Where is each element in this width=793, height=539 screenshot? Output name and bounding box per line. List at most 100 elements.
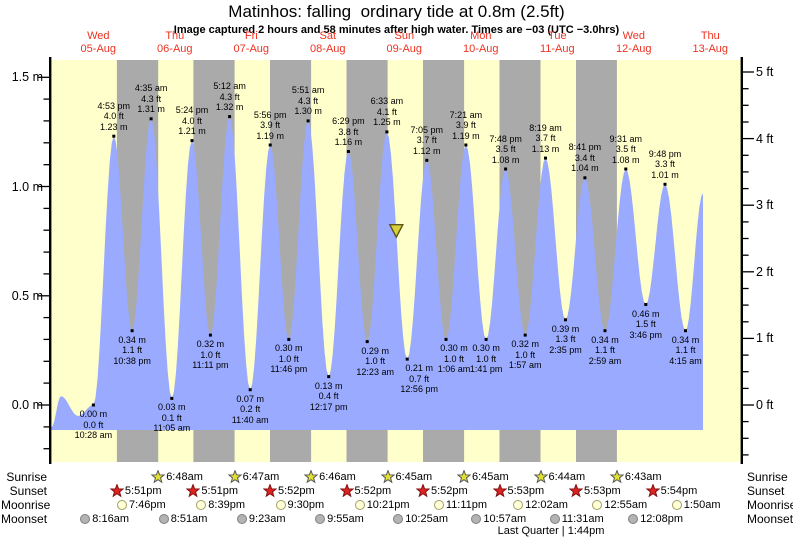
sunrise-icon [304, 470, 319, 484]
sunrise-time: 6:47am [227, 470, 279, 484]
day-label: Tue 11-Aug [539, 30, 575, 55]
tick-label-m: 1.5 m [11, 70, 43, 85]
day-label: Mon 10-Aug [463, 30, 499, 55]
tide-low-dot [444, 337, 448, 341]
sunset-icon [186, 484, 201, 498]
sunrise-time: 6:43am [609, 470, 662, 484]
sunset-row-label-left: Sunset [9, 484, 47, 498]
day-label: Sun 09-Aug [386, 30, 423, 55]
moonrise-time: 7:46pm [116, 498, 166, 512]
tick-label-ft: 1 ft [756, 331, 774, 346]
tide-high-annotation: 8:41 pm 3.4 ft 1.04 m [568, 142, 602, 174]
sunset-time: 5:51pm [186, 484, 238, 498]
moonset-icon [158, 514, 169, 524]
y-axis-right [740, 57, 743, 464]
tide-high-dot [425, 158, 429, 162]
moonrise-time: 10:21pm [354, 498, 410, 512]
moonset-icon [549, 514, 560, 524]
tide-low-dot [327, 375, 331, 379]
sunset-icon [339, 484, 354, 498]
moonrise-row-label-right: Moonrise [747, 498, 793, 512]
tide-high-dot [624, 167, 628, 171]
tide-high-annotation: 4:35 am 4.3 ft 1.31 m [134, 83, 168, 115]
moonrise-time: 12:55am [591, 498, 647, 512]
tide-high-annotation: 5:12 am 4.3 ft 1.32 m [213, 81, 246, 113]
moonset-time: 9:23am [236, 512, 286, 526]
tide-low-annotation: 0.21 m 0.7 ft 12:56 pm [400, 363, 438, 395]
tide-high-annotation: 7:48 pm 3.5 ft 1.08 m [489, 133, 522, 165]
sunrise-time: 6:45am [380, 470, 432, 484]
moonset-time: 8:51am [158, 512, 207, 526]
sunrise-time: 6:44am [533, 470, 585, 484]
tide-low-annotation: 0.30 m 1.0 ft 1:06 am [437, 343, 471, 375]
tide-high-dot [268, 143, 272, 147]
sunset-icon [109, 484, 124, 498]
tide-low-annotation: 0.32 m 1.0 ft 1:57 am [508, 339, 542, 371]
tide-low-annotation: 0.13 m 0.4 ft 12:17 pm [309, 380, 348, 412]
tide-high-dot [504, 167, 508, 171]
tide-high-annotation: 9:31 am 3.5 ft 1.08 m [609, 133, 643, 165]
tide-high-annotation: 7:05 pm 3.7 ft 1.12 m [410, 124, 444, 156]
sunset-icon [263, 484, 277, 498]
tide-low-annotation: 0.03 m 0.1 ft 11:05 am [153, 402, 191, 434]
tide-low-dot [365, 340, 369, 344]
moonrise-icon [275, 500, 286, 510]
tide-high-annotation: 8:19 am 3.7 ft 1.13 m [529, 122, 562, 154]
moonset-icon [236, 514, 247, 524]
chart-title: Matinhos: falling ordinary tide at 0.8m … [228, 2, 565, 21]
moonrise-icon [592, 500, 603, 510]
tide-low-dot [523, 333, 527, 337]
sunrise-time: 6:46am [304, 470, 356, 484]
tick-label-ft: 4 ft [756, 131, 774, 146]
tide-low-dot [130, 329, 134, 333]
moonrise-icon [354, 500, 365, 510]
tide-high-dot [228, 115, 232, 119]
tide-high-dot [149, 117, 153, 121]
day-label: Sat 08-Aug [310, 30, 346, 55]
tide-high-dot [306, 119, 310, 123]
moonset-icon [315, 514, 326, 524]
moonset-icon [393, 514, 404, 524]
tide-curve [51, 116, 703, 430]
tide-high-annotation: 6:29 pm 3.8 ft 1.16 m [332, 116, 365, 147]
sunrise-time: 6:48am [151, 470, 203, 484]
day-label: Wed 12-Aug [616, 30, 652, 55]
tide-low-annotation: 0.30 m 1.0 ft 1:41 pm [469, 343, 503, 375]
tide-low-annotation: 0.30 m 1.0 ft 11:46 pm [270, 343, 308, 375]
tide-high-annotation: 5:51 am 4.3 ft 1.30 m [291, 85, 325, 117]
tide-low-annotation: 0.32 m 1.0 ft 11:11 pm [192, 339, 229, 371]
moonrise-time: 9:30pm [275, 498, 324, 512]
sunset-icon [645, 484, 660, 498]
y-axis-left [49, 57, 52, 464]
tide-low-dot [287, 337, 291, 341]
tide-low-annotation: 0.46 m 1.5 ft 3:46 pm [629, 308, 663, 340]
tide-low-annotation: 0.00 m 0.0 ft 10:28 am [74, 409, 113, 440]
day-label: Wed 05-Aug [80, 30, 117, 55]
tide-low-dot [603, 329, 607, 333]
sunrise-icon [609, 470, 624, 484]
day-label: Thu 13-Aug [692, 30, 729, 55]
sunset-time: 5:52pm [416, 484, 468, 498]
sunset-time: 5:51pm [109, 484, 162, 498]
tide-low-dot [170, 396, 174, 400]
sunset-icon [492, 484, 507, 498]
moonset-row-label-right: Moonset [747, 512, 793, 526]
tick-label-m: 1.0 m [11, 179, 43, 194]
tide-high-annotation: 5:24 pm 4.0 ft 1.21 m [175, 105, 209, 137]
sunrise-icon [380, 470, 395, 484]
moonset-time: 12:08pm [627, 512, 683, 526]
tide-high-annotation: 9:48 pm 3.3 ft 1.01 m [648, 148, 682, 180]
tide-high-annotation: 6:33 am 4.1 ft 1.25 m [370, 96, 404, 128]
moonset-time: 10:57am [470, 512, 526, 526]
tide-low-dot [405, 357, 409, 361]
moonrise-icon [671, 500, 682, 510]
sunrise-icon [533, 470, 548, 484]
tide-low-dot [484, 337, 488, 341]
tide-high-dot [112, 134, 116, 138]
moonrise-icon [513, 500, 524, 510]
sunset-time: 5:52pm [263, 484, 315, 498]
chart-subtitle: Image captured 2 hours and 58 minutes af… [173, 24, 620, 36]
moonrise-icon [117, 500, 127, 510]
tide-low-dot [248, 388, 252, 392]
